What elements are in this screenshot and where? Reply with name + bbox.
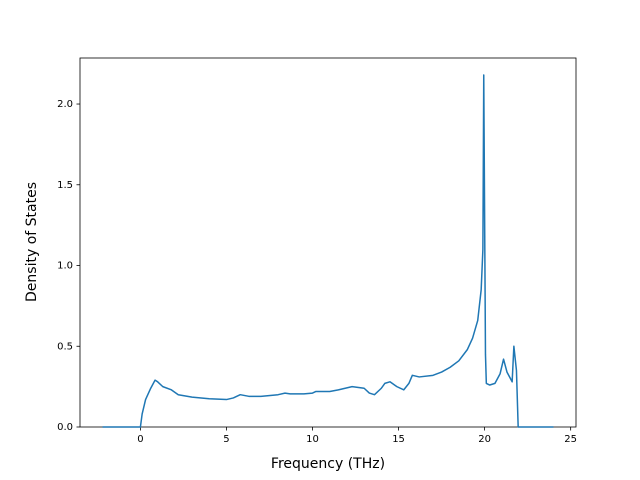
x-tick-label: 10 xyxy=(306,434,319,445)
plot-frame xyxy=(79,57,577,428)
x-tick-label: 20 xyxy=(478,434,491,445)
y-axis-label: Density of States xyxy=(24,182,40,302)
y-tick-label: 0.0 xyxy=(57,422,73,433)
x-axis-label: Frequency (THz) xyxy=(271,456,385,472)
x-tick-label: 5 xyxy=(223,434,229,445)
y-tick-label: 1.5 xyxy=(57,180,73,191)
data-line xyxy=(102,74,554,428)
y-tick-label: 1.0 xyxy=(57,261,73,272)
y-tick-label: 0.5 xyxy=(57,341,73,352)
x-tick-label: 25 xyxy=(564,434,577,445)
y-tick-label: 2.0 xyxy=(57,99,73,110)
x-tick-label: 15 xyxy=(392,434,405,445)
x-tick-label: 0 xyxy=(137,434,143,445)
